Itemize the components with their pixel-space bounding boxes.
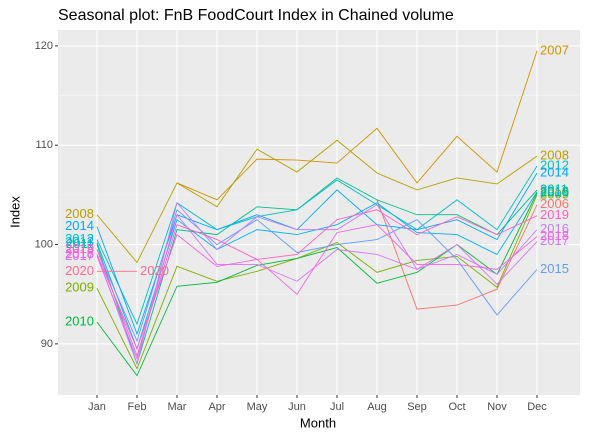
year-label-right: 2008	[540, 148, 569, 163]
year-label-left: 2010	[65, 313, 94, 328]
series-line	[96, 172, 538, 336]
year-label-left: 2013	[65, 234, 94, 249]
year-label-left: 2019	[65, 241, 94, 256]
x-tick-label: Nov	[487, 401, 507, 413]
series-line	[96, 165, 538, 326]
year-label-right: 2019	[540, 207, 569, 222]
year-label-left: 2020	[65, 263, 94, 278]
x-tick-label: Sep	[407, 401, 427, 413]
year-label-left: 2015	[65, 241, 94, 256]
year-label-right: 2013	[540, 183, 569, 198]
y-tick-label: 90	[41, 338, 53, 350]
series-line	[96, 139, 538, 264]
series-line	[376, 199, 538, 310]
year-label-left: 2018	[65, 246, 94, 261]
y-axis-label: Index	[7, 196, 22, 228]
year-label-right: 2011	[540, 181, 568, 196]
chart-title: Seasonal plot: FnB FoodCourt Index in Ch…	[58, 7, 454, 24]
year-label-right: 2016	[540, 221, 569, 236]
series-line	[96, 208, 538, 343]
year-label-left: 2009	[65, 280, 94, 295]
x-tick-label: Jan	[88, 401, 106, 413]
year-label-right: 2020	[140, 263, 169, 278]
x-tick-label: Oct	[448, 401, 465, 413]
year-label-right: 2007	[540, 42, 569, 57]
y-tick-label: 100	[35, 238, 53, 250]
year-label-right: 2018	[540, 228, 569, 243]
year-label-right: 2017	[540, 233, 569, 248]
x-tick-label: Apr	[208, 401, 225, 413]
year-label-right: 2012	[540, 158, 569, 173]
series-line	[96, 194, 538, 370]
year-label-left: 2008	[65, 206, 94, 221]
series-line	[96, 177, 538, 366]
x-tick-label: Mar	[168, 401, 187, 413]
x-tick-label: Aug	[367, 401, 387, 413]
series-line	[96, 224, 538, 351]
x-tick-label: Dec	[527, 401, 547, 413]
year-label-left: 2014	[65, 218, 94, 233]
year-label-right: 2010	[540, 184, 569, 199]
x-axis-label: Month	[300, 415, 336, 430]
series-line	[96, 201, 538, 366]
x-tick-label: Jun	[288, 401, 306, 413]
y-tick-label: 110	[35, 139, 53, 151]
x-tick-label: May	[247, 401, 268, 413]
x-tick-label: Feb	[128, 401, 147, 413]
year-label-right: 2014	[540, 164, 569, 179]
series-line	[96, 209, 538, 358]
year-label-left: 2012	[65, 231, 94, 246]
series-line	[96, 213, 538, 361]
series-line	[96, 192, 538, 377]
year-label-right: 2006	[540, 196, 569, 211]
year-label-left: 2017	[65, 248, 94, 263]
x-tick-label: Jul	[330, 401, 344, 413]
y-tick-label: 120	[35, 40, 53, 52]
year-label-left: 2016	[65, 246, 94, 261]
series-line	[176, 50, 538, 201]
year-label-left: 2011	[66, 236, 94, 251]
year-label-right: 2009	[540, 186, 569, 201]
year-label-right: 2015	[540, 261, 569, 276]
panel	[58, 30, 580, 395]
